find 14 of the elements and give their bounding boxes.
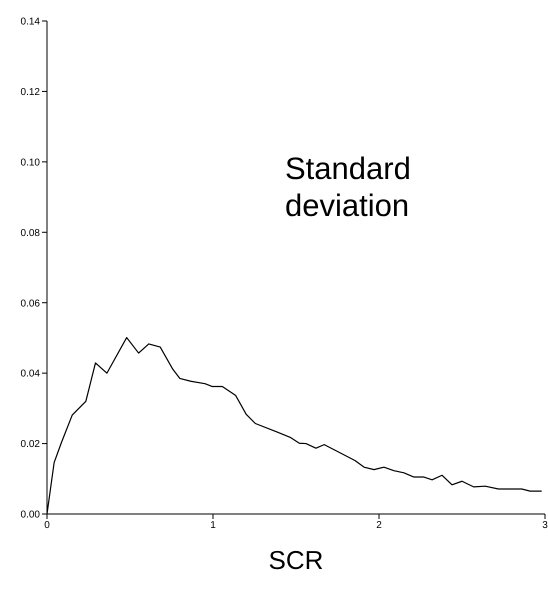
x-tick-label: 1 xyxy=(210,520,216,532)
y-tick-label: 0.08 xyxy=(20,228,40,239)
y-tick-label: 0.02 xyxy=(20,439,40,450)
y-tick-label: 0.06 xyxy=(20,298,40,310)
y-tick-label: 0.14 xyxy=(20,16,40,28)
y-tick-label: 0.04 xyxy=(20,368,40,380)
y-tick-label: 0.12 xyxy=(20,86,40,98)
x-tick-label: 0 xyxy=(44,520,50,532)
x-tick-label: 2 xyxy=(376,520,382,532)
annotation: Standard deviation xyxy=(285,150,412,224)
y-tick-label: 0.10 xyxy=(20,157,40,168)
y-tick-label: 0.00 xyxy=(20,510,40,521)
x-axis-title: SCR xyxy=(268,545,324,575)
x-tick-label: 3 xyxy=(542,520,548,532)
